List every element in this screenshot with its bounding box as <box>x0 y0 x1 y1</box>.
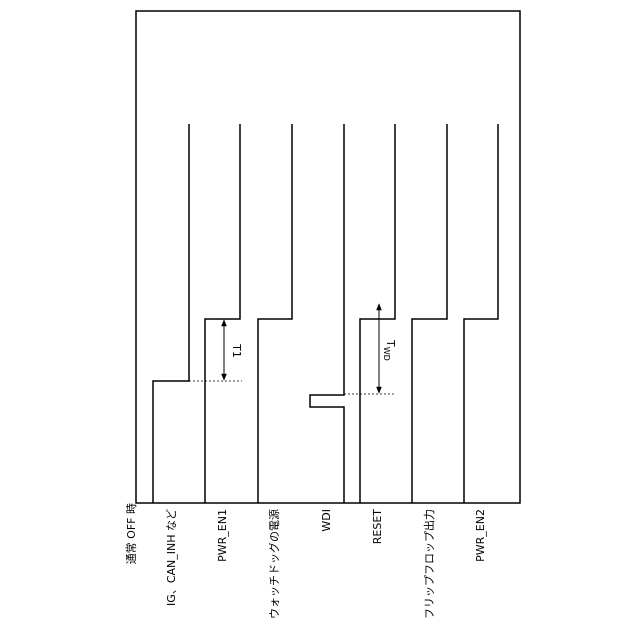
condition-label: 通常 OFF 時 <box>125 503 138 564</box>
signal-label-reset: RESET <box>371 509 384 545</box>
waveform-wdi <box>310 124 344 503</box>
signal-label-flipflop-output: フリップフロップ出力 <box>422 509 436 619</box>
waveform-pwr-en2 <box>464 124 498 503</box>
waveform-ig-can-inh <box>153 124 189 503</box>
twd-label: TWD <box>383 339 398 361</box>
twd-label-subscript: WD <box>383 347 392 361</box>
signal-label-ig-can-inh: IG、CAN_INH など <box>165 509 178 606</box>
signal-label-wdi: WDI <box>320 509 333 532</box>
t1-label: T1 <box>230 343 243 358</box>
diagram-frame <box>136 11 520 503</box>
waveform-watchdog-power <box>258 124 292 503</box>
signal-label-pwr-en2: PWR_EN2 <box>474 509 487 562</box>
waveform-flipflop-output <box>412 124 447 503</box>
signal-label-pwr-en1: PWR_EN1 <box>216 509 229 562</box>
signal-label-watchdog-power: ウォッチドッグの電源 <box>267 509 281 619</box>
waveform-pwr-en1 <box>205 124 240 503</box>
waveform-reset <box>360 124 395 503</box>
